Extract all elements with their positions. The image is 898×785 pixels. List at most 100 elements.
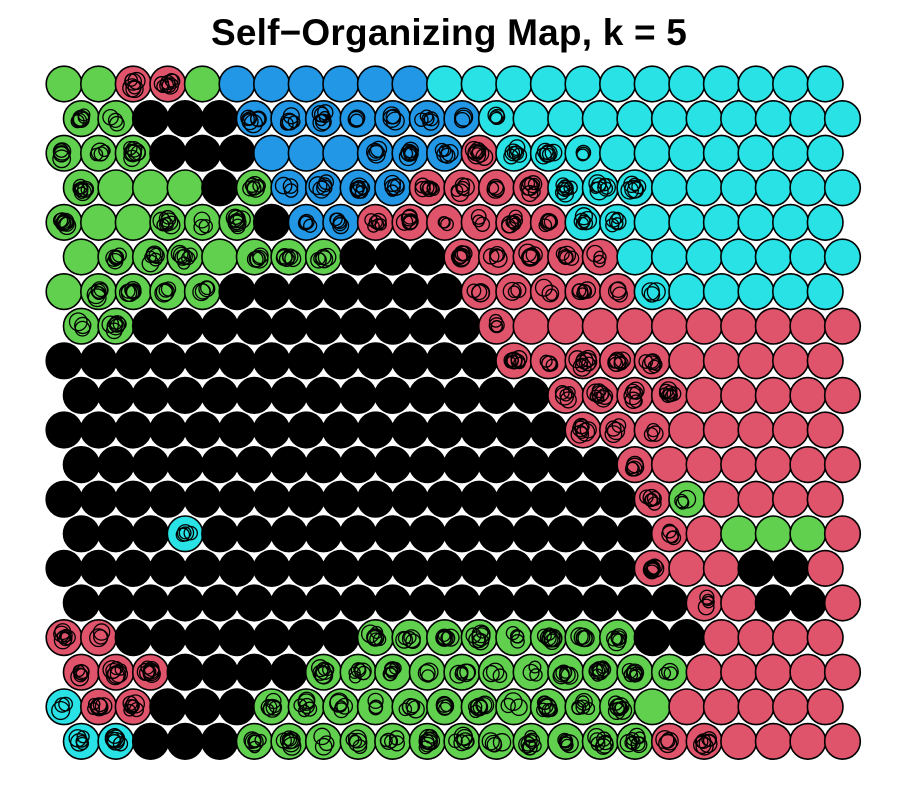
som-node xyxy=(45,688,83,726)
som-node xyxy=(771,618,810,657)
som-node xyxy=(166,584,204,622)
som-node xyxy=(235,515,273,553)
som-node xyxy=(633,65,671,103)
som-node xyxy=(460,134,498,172)
som-node-circle xyxy=(45,618,83,657)
som-node xyxy=(771,134,810,172)
som-datapoint-ring xyxy=(318,735,335,752)
som-node-circle xyxy=(720,446,758,484)
som-node xyxy=(391,411,429,449)
som-node-circle xyxy=(322,273,360,311)
som-datapoint-ring xyxy=(604,425,623,444)
som-node xyxy=(598,134,637,172)
som-node xyxy=(616,100,654,138)
som-datapoint-ring xyxy=(76,730,90,744)
som-datapoint-ring xyxy=(665,530,679,544)
som-node xyxy=(529,65,568,103)
som-node-circle xyxy=(322,549,360,588)
som-node xyxy=(183,688,221,726)
som-datapoint-ring xyxy=(123,699,140,715)
som-datapoint-ring xyxy=(225,208,245,228)
som-datapoint-ring xyxy=(350,181,368,199)
som-node-circle xyxy=(823,446,862,484)
som-node-circle xyxy=(754,169,792,207)
som-datapoint-ring xyxy=(107,112,124,128)
som-node xyxy=(426,65,464,103)
som-datapoint-ring xyxy=(563,250,580,266)
som-datapoint-ring xyxy=(482,665,500,683)
som-node xyxy=(685,584,723,622)
som-datapoint-ring xyxy=(588,174,607,193)
som-datapoint-ring xyxy=(627,177,642,192)
som-node-circle xyxy=(131,722,170,761)
som-node xyxy=(166,515,204,553)
som-node xyxy=(685,515,723,553)
som-node xyxy=(426,618,464,657)
som-node xyxy=(547,584,585,622)
som-node xyxy=(650,238,689,276)
som-datapoint-ring xyxy=(521,185,539,203)
som-node-circle xyxy=(564,134,602,172)
som-node xyxy=(477,722,516,761)
som-node xyxy=(253,688,291,726)
som-node xyxy=(616,446,654,484)
som-node-circle xyxy=(529,480,568,518)
som-datapoint-ring xyxy=(385,111,405,131)
som-datapoint-ring xyxy=(571,700,587,716)
som-node-circle xyxy=(287,549,325,588)
som-datapoint-ring xyxy=(606,421,626,441)
som-node xyxy=(495,273,533,311)
som-node xyxy=(253,342,291,380)
som-node-circle xyxy=(443,238,481,276)
som-datapoint-ring xyxy=(402,141,420,159)
som-node xyxy=(547,238,585,276)
som-node xyxy=(339,169,377,207)
som-node xyxy=(806,65,844,103)
som-node xyxy=(495,688,533,726)
som-node-circle xyxy=(581,100,619,138)
som-datapoint-ring xyxy=(456,663,476,683)
som-node xyxy=(80,688,118,726)
som-node-circle xyxy=(253,411,291,449)
som-node-circle xyxy=(114,549,152,588)
som-node-circle xyxy=(287,273,325,311)
som-node xyxy=(633,688,671,726)
som-node xyxy=(201,515,239,553)
som-node xyxy=(253,134,291,172)
som-node-circle xyxy=(668,618,706,657)
som-datapoint-ring xyxy=(607,702,626,720)
som-datapoint-ring xyxy=(75,664,90,679)
som-node xyxy=(581,722,619,761)
som-datapoint-ring xyxy=(80,182,94,196)
som-node xyxy=(356,65,395,103)
som-node-circle xyxy=(426,203,464,241)
som-node-circle xyxy=(737,203,775,241)
som-node xyxy=(270,100,308,138)
som-datapoint-ring xyxy=(383,662,398,677)
som-node-circle xyxy=(235,169,273,207)
som-node-circle xyxy=(235,446,273,484)
som-node-circle xyxy=(166,169,204,207)
som-node-circle xyxy=(374,238,412,276)
som-node xyxy=(616,722,654,761)
som-datapoint-ring xyxy=(553,665,570,683)
som-node xyxy=(564,480,602,518)
som-node-circle xyxy=(149,342,187,380)
som-node xyxy=(339,515,377,553)
som-node xyxy=(495,480,533,518)
som-datapoint-ring xyxy=(87,288,107,308)
som-node-circle xyxy=(131,376,170,415)
som-node xyxy=(771,688,810,726)
som-node xyxy=(598,688,637,726)
som-node xyxy=(304,653,343,691)
som-node-circle xyxy=(97,376,135,415)
som-datapoint-ring xyxy=(112,736,129,752)
som-datapoint-ring xyxy=(53,631,72,650)
som-node xyxy=(408,376,446,415)
som-datapoint-ring xyxy=(282,178,299,194)
som-datapoint-ring xyxy=(436,630,452,646)
som-datapoint-ring xyxy=(524,175,543,194)
som-node xyxy=(80,480,118,518)
som-node xyxy=(443,238,481,276)
som-node xyxy=(235,307,273,345)
